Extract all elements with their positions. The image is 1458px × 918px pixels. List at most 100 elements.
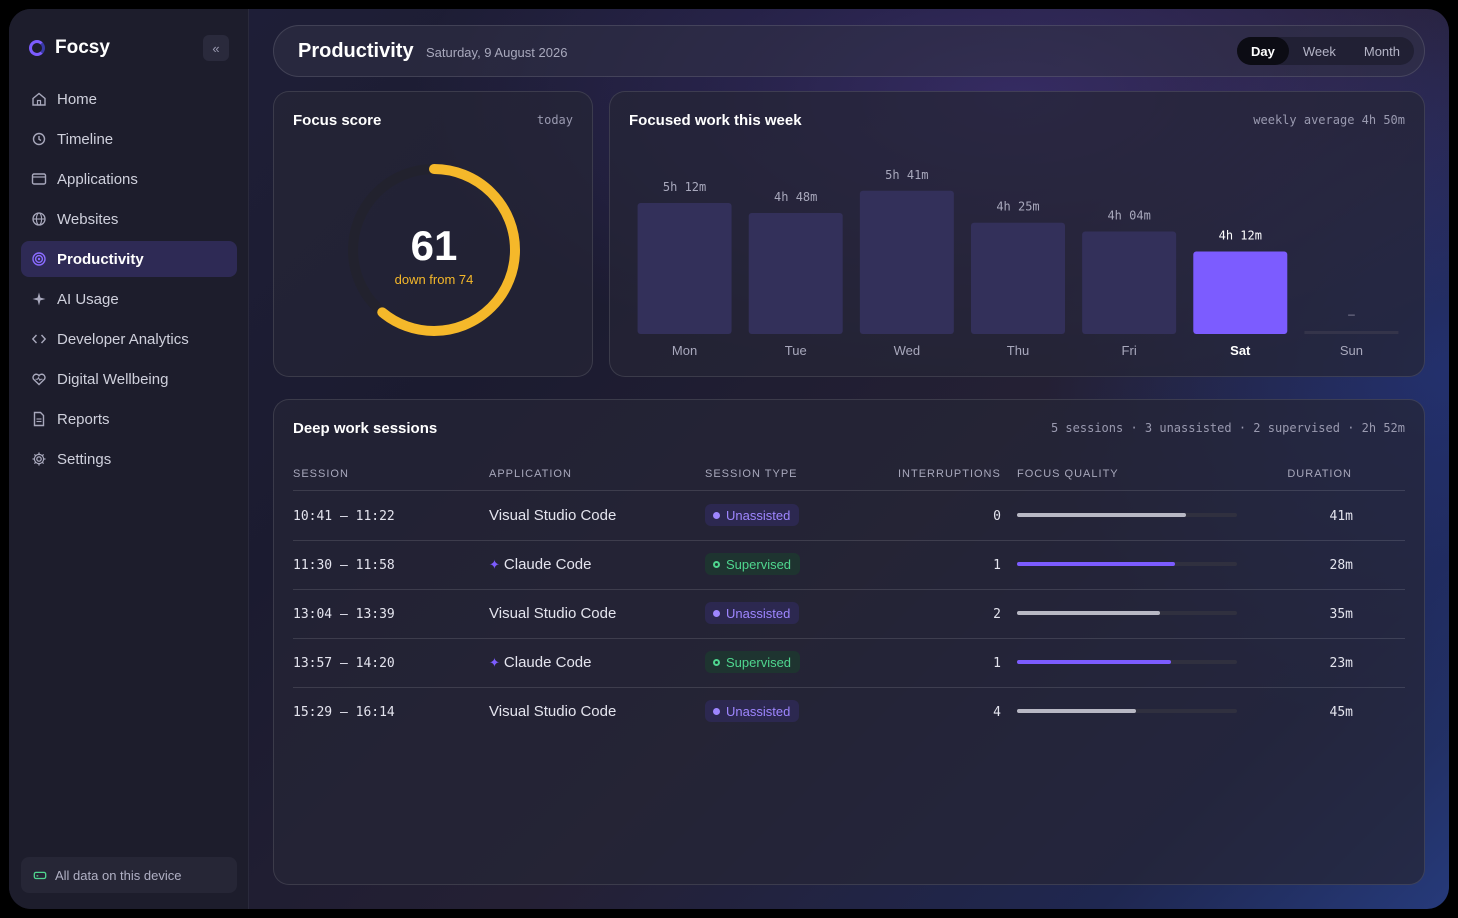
sidebar-item-applications[interactable]: Applications [21, 161, 237, 197]
device-storage-chip[interactable]: All data on this device [21, 857, 237, 893]
bar-sat[interactable] [1193, 251, 1288, 334]
sidebar-item-websites[interactable]: Websites [21, 201, 237, 237]
session-application: Visual Studio Code [489, 703, 616, 720]
heart-icon [31, 371, 47, 387]
sidebar-item-label: Reports [57, 410, 110, 428]
range-month-button[interactable]: Month [1363, 43, 1400, 59]
application-name: Claude Code [503, 654, 592, 671]
sidebar-nav: Home Timeline Applications Websites Producti… [21, 81, 237, 481]
table-row[interactable]: 15:29 – 16:14 Visual Studio Code Unassiste… [293, 687, 1405, 736]
brand-name: Focsy [55, 37, 110, 58]
bar-value-label-fri: 4h 04m [1107, 209, 1150, 223]
session-type-badge: Unassisted [705, 602, 800, 624]
x-tick-fri: Fri [1122, 343, 1137, 358]
sidebar-item-timeline[interactable]: Timeline [21, 121, 237, 157]
focus-quality-fill [1017, 709, 1136, 713]
table-row[interactable]: 13:04 – 13:39 Visual Studio Code Unassiste… [293, 589, 1405, 638]
session-type-label: Supervised [726, 654, 792, 670]
table-row[interactable]: 13:57 – 14:20 ✦ Claude Code Supervised 1 23m [293, 638, 1405, 687]
weekly-focus-chart: 5h 12m Mon 4h 48m Tue 5h 41m Wed 4h 25m Thu 4h 0… [637, 168, 1399, 358]
sidebar-item-label: Websites [57, 210, 119, 228]
application-name: Visual Studio Code [489, 605, 617, 622]
session-application: ✦ Claude Code [489, 654, 591, 671]
session-interruptions: 2 [993, 607, 1001, 622]
bar-sun[interactable] [1304, 331, 1399, 334]
target-icon [31, 251, 47, 267]
collapse-sidebar-button[interactable]: « [203, 35, 229, 61]
weekly-focus-card: Focused work this week weekly average 4h… [609, 91, 1425, 377]
sidebar-item-developer-analytics[interactable]: Developer Analytics [21, 321, 237, 357]
row-divider [293, 540, 1405, 541]
x-tick-sat: Sat [1230, 343, 1251, 358]
history-icon [31, 131, 47, 147]
x-tick-wed: Wed [894, 343, 921, 358]
session-interruptions: 1 [993, 558, 1001, 573]
col-session[interactable]: SESSION [293, 468, 349, 480]
deep-work-sessions-card: Deep work sessions 5 sessions · 3 unassi… [273, 399, 1425, 885]
session-type-label: Unassisted [726, 703, 791, 719]
table-header-rule [293, 490, 1405, 491]
col-focus-quality[interactable]: FOCUS QUALITY [1017, 468, 1119, 480]
bar-wed[interactable] [859, 190, 954, 334]
globe-icon [31, 211, 47, 227]
session-type-label: Unassisted [726, 507, 791, 523]
page-date: Saturday, 9 August 2026 [426, 45, 568, 60]
focus-score-change: down from 74 [394, 272, 474, 287]
session-application: Visual Studio Code [489, 605, 616, 622]
focus-score-period: today [536, 113, 573, 127]
focus-score-title: Focus score [293, 112, 382, 129]
brand[interactable]: Focsy [29, 37, 110, 59]
home-icon [31, 91, 47, 107]
sidebar-item-label: Settings [57, 450, 112, 468]
sidebar-item-settings[interactable]: Settings [21, 441, 237, 477]
col-session-type[interactable]: SESSION TYPE [705, 468, 798, 480]
sidebar-item-reports[interactable]: Reports [21, 401, 237, 437]
range-week-button[interactable]: Week [1302, 43, 1336, 59]
unassisted-dot-icon [713, 707, 720, 715]
bar-tue[interactable] [748, 213, 843, 334]
session-interruptions: 4 [993, 705, 1001, 720]
sidebar-item-label: Productivity [57, 250, 144, 268]
bar-thu[interactable] [971, 222, 1065, 334]
focus-score-value: 61 [410, 222, 458, 269]
session-time: 10:41 – 11:22 [293, 509, 395, 524]
session-duration: 23m [1329, 656, 1353, 671]
col-application[interactable]: APPLICATION [489, 468, 572, 480]
focus-quality-fill [1017, 513, 1187, 517]
bar-fri[interactable] [1082, 231, 1177, 334]
sessions-title: Deep work sessions [293, 420, 438, 437]
sidebar-item-label: Home [57, 90, 98, 108]
session-type-badge: Supervised [705, 651, 801, 673]
session-duration: 45m [1329, 705, 1353, 720]
session-duration: 28m [1329, 558, 1353, 573]
drive-icon [33, 871, 47, 880]
focus-quality-bar [1017, 562, 1237, 566]
row-divider [293, 589, 1405, 590]
col-duration[interactable]: DURATION [1287, 468, 1352, 480]
session-type-badge: Unassisted [705, 504, 800, 526]
session-duration: 41m [1329, 509, 1353, 524]
window-icon [31, 171, 47, 187]
sidebar-item-home[interactable]: Home [21, 81, 237, 117]
sidebar-item-digital-wellbeing[interactable]: Digital Wellbeing [21, 361, 237, 397]
unassisted-dot-icon [713, 511, 720, 519]
session-interruptions: 0 [993, 509, 1001, 524]
chevrons-left-icon: « [212, 40, 220, 56]
sparkle-icon: ✦ [489, 557, 500, 572]
range-day-button[interactable]: Day [1237, 37, 1289, 65]
session-time: 15:29 – 16:14 [293, 705, 395, 720]
focus-quality-fill [1017, 611, 1160, 615]
sidebar-item-productivity[interactable]: Productivity [21, 241, 237, 277]
table-row[interactable]: 10:41 – 11:22 Visual Studio Code Unassiste… [293, 491, 1405, 540]
sidebar-item-ai-usage[interactable]: AI Usage [21, 281, 237, 317]
device-storage-label: All data on this device [55, 867, 182, 883]
focus-quality-bar [1017, 709, 1237, 713]
weekly-average: weekly average 4h 50m [1253, 113, 1405, 127]
table-row[interactable]: 11:30 – 11:58 ✦ Claude Code Supervised 1 28m [293, 540, 1405, 589]
x-tick-sun: Sun [1340, 343, 1363, 358]
x-tick-thu: Thu [1007, 343, 1029, 358]
supervised-dot-icon [713, 560, 720, 568]
focus-quality-fill [1017, 562, 1176, 566]
bar-mon[interactable] [637, 202, 732, 334]
col-interruptions[interactable]: INTERRUPTIONS [898, 468, 1001, 480]
